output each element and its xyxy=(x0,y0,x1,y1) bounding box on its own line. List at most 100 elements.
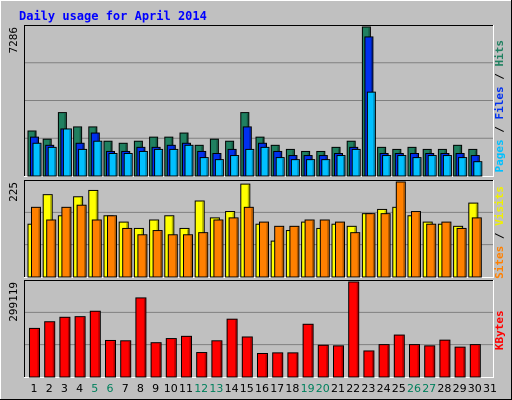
kbytes-bar-shade xyxy=(295,353,298,377)
sites-bar xyxy=(152,230,163,278)
pages-bar xyxy=(245,148,255,177)
sites-bar xyxy=(289,225,300,278)
pages-bar xyxy=(214,159,224,177)
pages-bar-shade xyxy=(343,156,345,176)
sites-bar xyxy=(107,215,117,278)
sites-bar-fill xyxy=(76,204,87,278)
sites-bar xyxy=(411,211,421,278)
sites-bar-fill xyxy=(183,234,193,278)
sites-bar xyxy=(456,227,467,278)
pages-bar-fill xyxy=(351,148,361,177)
pages-bar-fill xyxy=(32,142,42,177)
sites-bar-fill xyxy=(441,221,452,278)
kbytes-bar-shade xyxy=(143,298,146,377)
kbytes-bar-shade xyxy=(52,322,55,377)
pages-bar-fill xyxy=(93,140,103,177)
pages-bar xyxy=(351,148,361,177)
sites-bar xyxy=(31,206,41,278)
pages-bar xyxy=(169,148,179,177)
sites-bar xyxy=(122,227,133,278)
x-tick-label: 1 xyxy=(31,382,38,395)
sites-bar-shade xyxy=(266,223,268,277)
sites-bar-fill xyxy=(213,219,224,278)
pages-bar xyxy=(108,153,118,177)
pages-bar-fill xyxy=(138,150,148,177)
kbytes-bar-shade xyxy=(37,329,39,377)
x-tick-label: 25 xyxy=(392,382,406,395)
sites-bar-fill xyxy=(61,206,72,278)
sites-bar-shade xyxy=(357,233,360,277)
panels-layer: 7286 Pages / Files / Hits 225 Sites / Visit… xyxy=(7,25,506,378)
kbytes-bar-shade xyxy=(128,341,131,377)
kbytes-bar-shade xyxy=(463,348,465,377)
sites-bar-fill xyxy=(259,221,269,278)
pages-bar-shade xyxy=(175,150,178,176)
panel-2-legend-sites: Sites xyxy=(493,246,506,279)
pages-bar xyxy=(473,161,483,177)
sites-bar-shade xyxy=(175,235,177,277)
pages-bar-fill xyxy=(78,148,88,177)
sites-bar xyxy=(61,206,72,278)
kbytes-bar-shade xyxy=(447,341,450,377)
sites-bar-fill xyxy=(243,206,254,278)
kbytes-bar xyxy=(211,340,223,378)
kbytes-bar xyxy=(241,336,253,378)
kbytes-bar-fill xyxy=(424,345,436,378)
sites-bar-fill xyxy=(107,215,117,278)
panel-1-legend-separator: / xyxy=(493,120,506,140)
kbytes-bar-shade xyxy=(113,341,115,377)
x-tick-label: 19 xyxy=(301,382,315,395)
kbytes-bar xyxy=(454,346,466,378)
sites-bar xyxy=(167,234,178,278)
kbytes-bar-shade xyxy=(204,353,207,377)
sites-bar xyxy=(198,232,209,278)
kbytes-bar-fill xyxy=(409,344,420,378)
sites-bar-fill xyxy=(365,213,376,278)
sites-bar-shade xyxy=(68,208,71,277)
kbytes-bar xyxy=(287,352,299,378)
kbytes-bar-shade xyxy=(387,345,389,377)
x-tick-label: 10 xyxy=(164,382,178,395)
pages-bar xyxy=(306,159,316,177)
pages-bar-fill xyxy=(214,159,224,177)
kbytes-bar-fill xyxy=(105,339,116,378)
pages-bar-fill xyxy=(397,155,407,177)
sites-bar-fill xyxy=(91,219,102,278)
panel-3-side-legend: KBytes xyxy=(493,310,506,350)
panel-1-side-legend: Pages / Files / Hits xyxy=(493,40,506,173)
kbytes-bar-fill xyxy=(120,340,132,378)
kbytes-bar xyxy=(439,339,451,378)
sites-bar-shade xyxy=(448,223,451,277)
x-tick-label: 21 xyxy=(331,382,345,395)
pages-bar-fill xyxy=(366,91,376,177)
pages-bar-fill xyxy=(230,155,240,177)
sites-bar-fill xyxy=(426,223,437,278)
panel-2-side-legend: Sites / Visits xyxy=(493,186,506,279)
pages-bar-shade xyxy=(54,148,56,176)
pages-bar-shade xyxy=(373,93,375,176)
kbytes-bar xyxy=(348,281,360,378)
kbytes-bar-shade xyxy=(432,346,435,377)
kbytes-bar-fill xyxy=(257,352,268,378)
kbytes-bar-shade xyxy=(189,337,191,377)
kbytes-bar xyxy=(105,339,116,378)
sites-bar-fill xyxy=(319,219,330,278)
x-tick-label: 4 xyxy=(76,382,83,395)
pages-bar-fill xyxy=(290,159,300,177)
pages-bar-shade xyxy=(39,144,41,176)
panel-2: 225 Sites / Visits xyxy=(7,180,506,279)
kbytes-bar xyxy=(226,318,238,378)
sites-bar xyxy=(76,204,87,278)
x-tick-label: 24 xyxy=(377,382,391,395)
pages-bar-shade xyxy=(312,160,315,176)
kbytes-bar-shade xyxy=(326,346,328,377)
kbytes-bar-fill xyxy=(241,336,253,378)
kbytes-bar-shade xyxy=(174,339,176,377)
pages-bar xyxy=(62,128,72,177)
pages-bar xyxy=(366,91,376,177)
kbytes-bar-fill xyxy=(89,310,101,378)
sites-bar xyxy=(335,221,345,278)
sites-bar-fill xyxy=(152,230,163,278)
kbytes-bar-shade xyxy=(67,318,70,377)
